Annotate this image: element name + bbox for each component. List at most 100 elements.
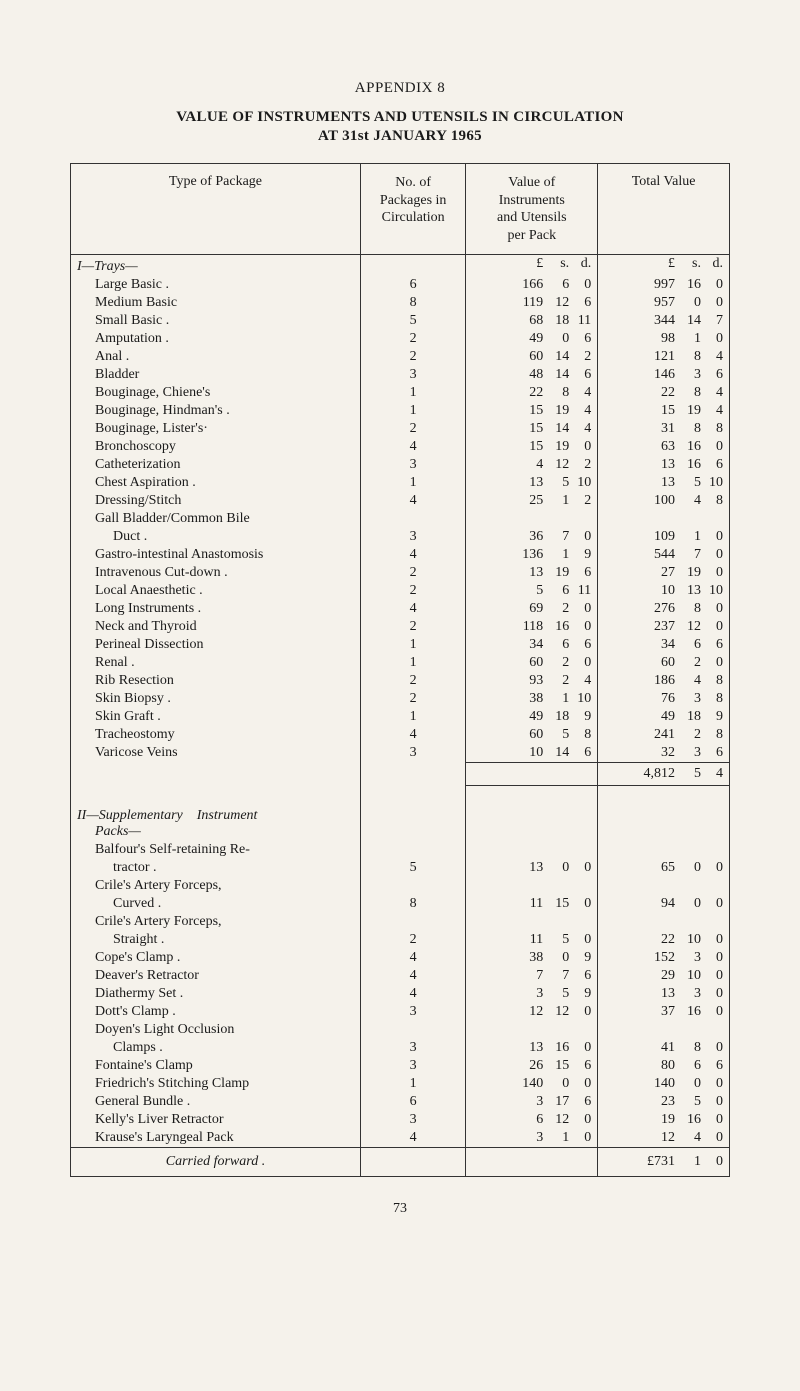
total-value-l: 34	[635, 637, 675, 653]
table-row: Large Basic .616660997160	[71, 276, 730, 294]
value-per-pack: 3670	[472, 529, 591, 545]
unit-header-value-s: s.	[543, 256, 569, 272]
total-value: 9400	[604, 896, 723, 912]
total-value-l: 186	[635, 673, 675, 689]
table-row: Long Instruments .4692027680	[71, 600, 730, 618]
table-row: Skin Graft .14918949189	[71, 708, 730, 726]
total-value-l: 13	[635, 986, 675, 1002]
total-value-d: 0	[701, 1130, 723, 1146]
value-per-pack: 681811	[472, 313, 591, 329]
value-per-pack-d: 8	[569, 727, 591, 743]
total-value: 13510	[604, 475, 723, 491]
table-row: Rib Resection2932418648	[71, 672, 730, 690]
total-value-d: 8	[701, 421, 723, 437]
value-per-pack-l: 119	[503, 295, 543, 311]
subtotal-value-l: 4,812	[635, 766, 675, 782]
total-value-d: 10	[701, 475, 723, 491]
total-value-d: 8	[701, 673, 723, 689]
value-per-pack-l: 7	[503, 968, 543, 984]
value-per-pack-s: 0	[543, 331, 569, 347]
subtotal-value: 4,81254	[604, 766, 723, 782]
row-label: Dressing/Stitch	[77, 493, 181, 509]
table-row: Friedrich's Stitching Clamp11400014000	[71, 1075, 730, 1093]
row-label: Bouginage, Lister's·	[77, 421, 208, 437]
unit-header-total-l: £	[635, 256, 675, 272]
total-value-l: 15	[635, 403, 675, 419]
total-value-s: 2	[675, 727, 701, 743]
value-per-pack: 38110	[472, 691, 591, 707]
value-per-pack-d: 0	[569, 932, 591, 948]
value-per-pack-d: 6	[569, 968, 591, 984]
total-value-s: 8	[675, 421, 701, 437]
value-per-pack-d: 0	[569, 529, 591, 545]
total-value-s: 4	[675, 493, 701, 509]
row-label: Cope's Clamp .	[77, 950, 180, 966]
value-per-pack-d: 2	[569, 493, 591, 509]
header-val-l3: and Utensils	[472, 209, 591, 227]
total-value-l: 13	[635, 475, 675, 491]
page: APPENDIX 8 VALUE OF INSTRUMENTS AND UTEN…	[0, 0, 800, 1257]
value-per-pack-d: 0	[569, 1076, 591, 1092]
value-per-pack: 6920	[472, 601, 591, 617]
total-value-s: 3	[675, 367, 701, 383]
value-per-pack-d: 6	[569, 637, 591, 653]
total-value-d: 8	[701, 691, 723, 707]
value-per-pack-s: 15	[543, 1058, 569, 1074]
total-value-d: 0	[701, 565, 723, 581]
section-1-title: I—Trays—	[71, 255, 361, 277]
total-value-l: 29	[635, 968, 675, 984]
total-value: 3188	[604, 421, 723, 437]
table-row: Dott's Clamp .31212037160	[71, 1003, 730, 1021]
noof-value: 5	[410, 313, 417, 328]
total-value-s: 16	[675, 1004, 701, 1020]
value-per-pack-d: 0	[569, 655, 591, 671]
value-per-pack-l: 49	[503, 709, 543, 725]
value-per-pack: 118160	[472, 619, 591, 635]
noof-value: 8	[410, 295, 417, 310]
total-value-l: 94	[635, 896, 675, 912]
value-per-pack: 15194	[472, 403, 591, 419]
noof-value: 2	[410, 331, 417, 346]
total-value-l: 241	[635, 727, 675, 743]
value-per-pack-s: 2	[543, 601, 569, 617]
section-2-title-l3: Packs—	[77, 824, 141, 840]
table-row: Dressing/Stitch4251210048	[71, 492, 730, 510]
row-label: Rib Resection	[77, 673, 174, 689]
section-1-subtotal-rule	[71, 786, 730, 805]
total-value-s: 13	[675, 583, 701, 599]
total-value: 6500	[604, 860, 723, 876]
row-label: Renal .	[77, 655, 135, 671]
value-per-pack-l: 10	[503, 745, 543, 761]
value-per-pack-d: 0	[569, 896, 591, 912]
value-per-pack-s: 14	[543, 349, 569, 365]
row-label: Anal .	[77, 349, 129, 365]
row-label: Straight .	[77, 932, 164, 948]
value-per-pack-d: 2	[569, 349, 591, 365]
section-1-heading: I—Trays—£s.d.£s.d.	[71, 255, 730, 277]
total-value: 54470	[604, 547, 723, 563]
value-per-pack-s: 2	[543, 655, 569, 671]
total-value-d: 0	[701, 655, 723, 671]
appendix-label: APPENDIX 8	[70, 80, 730, 97]
total-value-s: 8	[675, 349, 701, 365]
value-per-pack-s: 16	[543, 1040, 569, 1056]
total-value-s: 0	[675, 295, 701, 311]
total-value-d: 6	[701, 1058, 723, 1074]
total-value-d: 4	[701, 349, 723, 365]
noof-value: 4	[410, 439, 417, 454]
noof-value: 2	[410, 673, 417, 688]
total-value-d: 4	[701, 385, 723, 401]
total-value-s: 3	[675, 986, 701, 1002]
total-value-d: 0	[701, 986, 723, 1002]
unit-header-value-l: £	[503, 256, 543, 272]
total-value-l: 22	[635, 385, 675, 401]
unit-header-value-d: d.	[569, 256, 591, 272]
row-label: Crile's Artery Forceps,	[77, 878, 222, 894]
total-value-s: 6	[675, 637, 701, 653]
total-value-l: 100	[635, 493, 675, 509]
value-per-pack: 13160	[472, 1040, 591, 1056]
value-per-pack: 1150	[472, 932, 591, 948]
value-per-pack-l: 68	[503, 313, 543, 329]
value-per-pack-s: 0	[543, 860, 569, 876]
unit-header-total-d: d.	[701, 256, 723, 272]
